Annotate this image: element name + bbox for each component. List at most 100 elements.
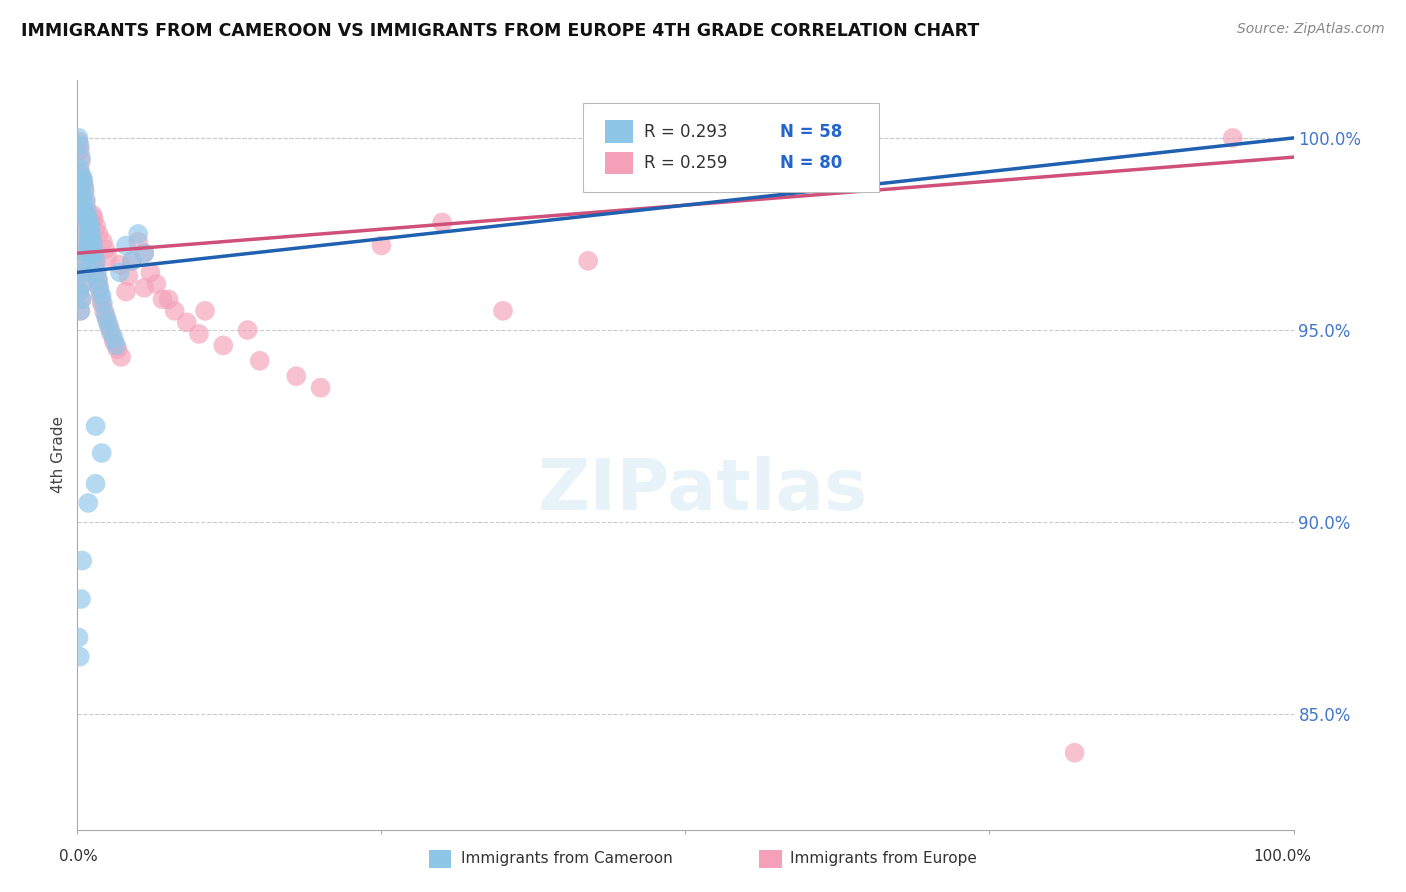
Point [89,288,111,302]
Point [76,227,98,241]
Point [86,265,108,279]
Point [76,238,98,252]
Point [73,181,96,195]
Text: N = 58: N = 58 [780,123,842,141]
Point [194,303,217,318]
Point [121,253,143,268]
Point [115,238,138,252]
Point [72,173,94,187]
Point [69,143,91,157]
Point [212,338,235,352]
Point [87,227,110,241]
Text: Immigrants from Europe: Immigrants from Europe [790,852,977,866]
Point [83,211,105,226]
Point [77,235,100,249]
Point [93,303,115,318]
Point [84,476,107,491]
Point [73,208,96,222]
Point [70,293,93,307]
Point [69,138,91,153]
Point [79,246,101,260]
Point [70,181,93,195]
Text: IMMIGRANTS FROM CAMEROON VS IMMIGRANTS FROM EUROPE 4TH GRADE CORRELATION CHART: IMMIGRANTS FROM CAMEROON VS IMMIGRANTS F… [21,22,980,40]
Point [80,215,103,229]
Point [91,296,114,310]
Point [75,253,97,268]
Point [83,246,105,260]
Point [70,153,93,168]
Point [80,227,103,241]
Point [83,250,105,264]
Point [97,319,120,334]
Point [188,326,211,341]
Point [73,211,96,226]
Text: N = 80: N = 80 [780,154,842,172]
Point [86,265,108,279]
Point [70,150,93,164]
Text: Source: ZipAtlas.com: Source: ZipAtlas.com [1237,22,1385,37]
Point [80,223,103,237]
Point [94,243,117,257]
Point [72,203,94,218]
Point [115,285,138,299]
Text: R = 0.293: R = 0.293 [644,123,727,141]
Point [80,246,103,260]
Point [1222,131,1244,145]
Point [73,265,96,279]
Point [79,219,101,234]
Point [84,419,107,434]
Point [67,631,90,645]
Point [69,303,91,318]
Point [72,200,94,214]
Point [176,315,198,329]
Point [127,235,149,249]
Point [134,246,156,260]
Point [139,265,162,279]
Point [76,203,98,218]
Point [107,343,129,357]
Point [67,285,90,299]
Point [72,277,94,291]
Point [70,169,93,184]
Point [80,231,103,245]
Point [90,296,112,310]
Point [76,231,98,245]
Point [96,311,118,326]
Point [84,219,107,234]
Point [67,131,90,145]
Point [70,592,93,607]
Point [82,208,104,222]
Point [121,253,143,268]
Text: ZIPatlas: ZIPatlas [538,456,868,525]
Point [103,331,125,345]
Point [134,246,156,260]
Text: 0.0%: 0.0% [59,849,98,863]
Point [79,243,101,257]
Point [285,369,308,384]
Point [89,281,111,295]
Point [77,215,100,229]
Point [82,243,104,257]
Point [75,219,97,234]
Point [77,496,100,510]
Point [72,177,94,191]
Point [108,258,131,272]
Point [79,223,101,237]
Point [90,446,112,460]
Point [80,235,103,249]
Point [249,353,271,368]
Point [430,215,453,229]
Point [89,281,111,295]
Point [67,285,90,299]
Point [70,193,93,207]
Point [90,288,112,302]
Point [117,269,139,284]
Point [127,227,149,241]
Point [103,334,125,349]
Point [73,185,96,199]
Point [75,246,97,260]
Point [70,173,93,187]
Point [157,293,180,307]
Point [79,215,101,229]
Point [108,265,131,279]
